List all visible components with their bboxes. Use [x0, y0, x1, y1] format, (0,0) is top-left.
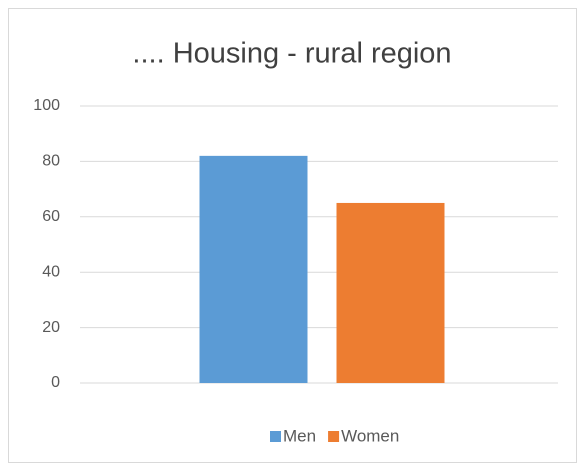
y-tick-label: 40 [42, 263, 60, 280]
legend-swatch [328, 431, 340, 442]
y-tick-label: 20 [42, 319, 60, 336]
y-tick-label: 60 [42, 208, 60, 225]
y-tick-label: 100 [33, 97, 60, 114]
y-tick-label: 80 [42, 153, 60, 170]
bar [336, 202, 445, 383]
y-tick-label: 0 [51, 374, 60, 391]
legend-swatch [270, 431, 281, 442]
chart-title: .... Housing - rural region [132, 38, 451, 70]
legend-label: Men [283, 426, 316, 445]
legend-label: Women [341, 426, 399, 445]
bar [199, 155, 308, 383]
